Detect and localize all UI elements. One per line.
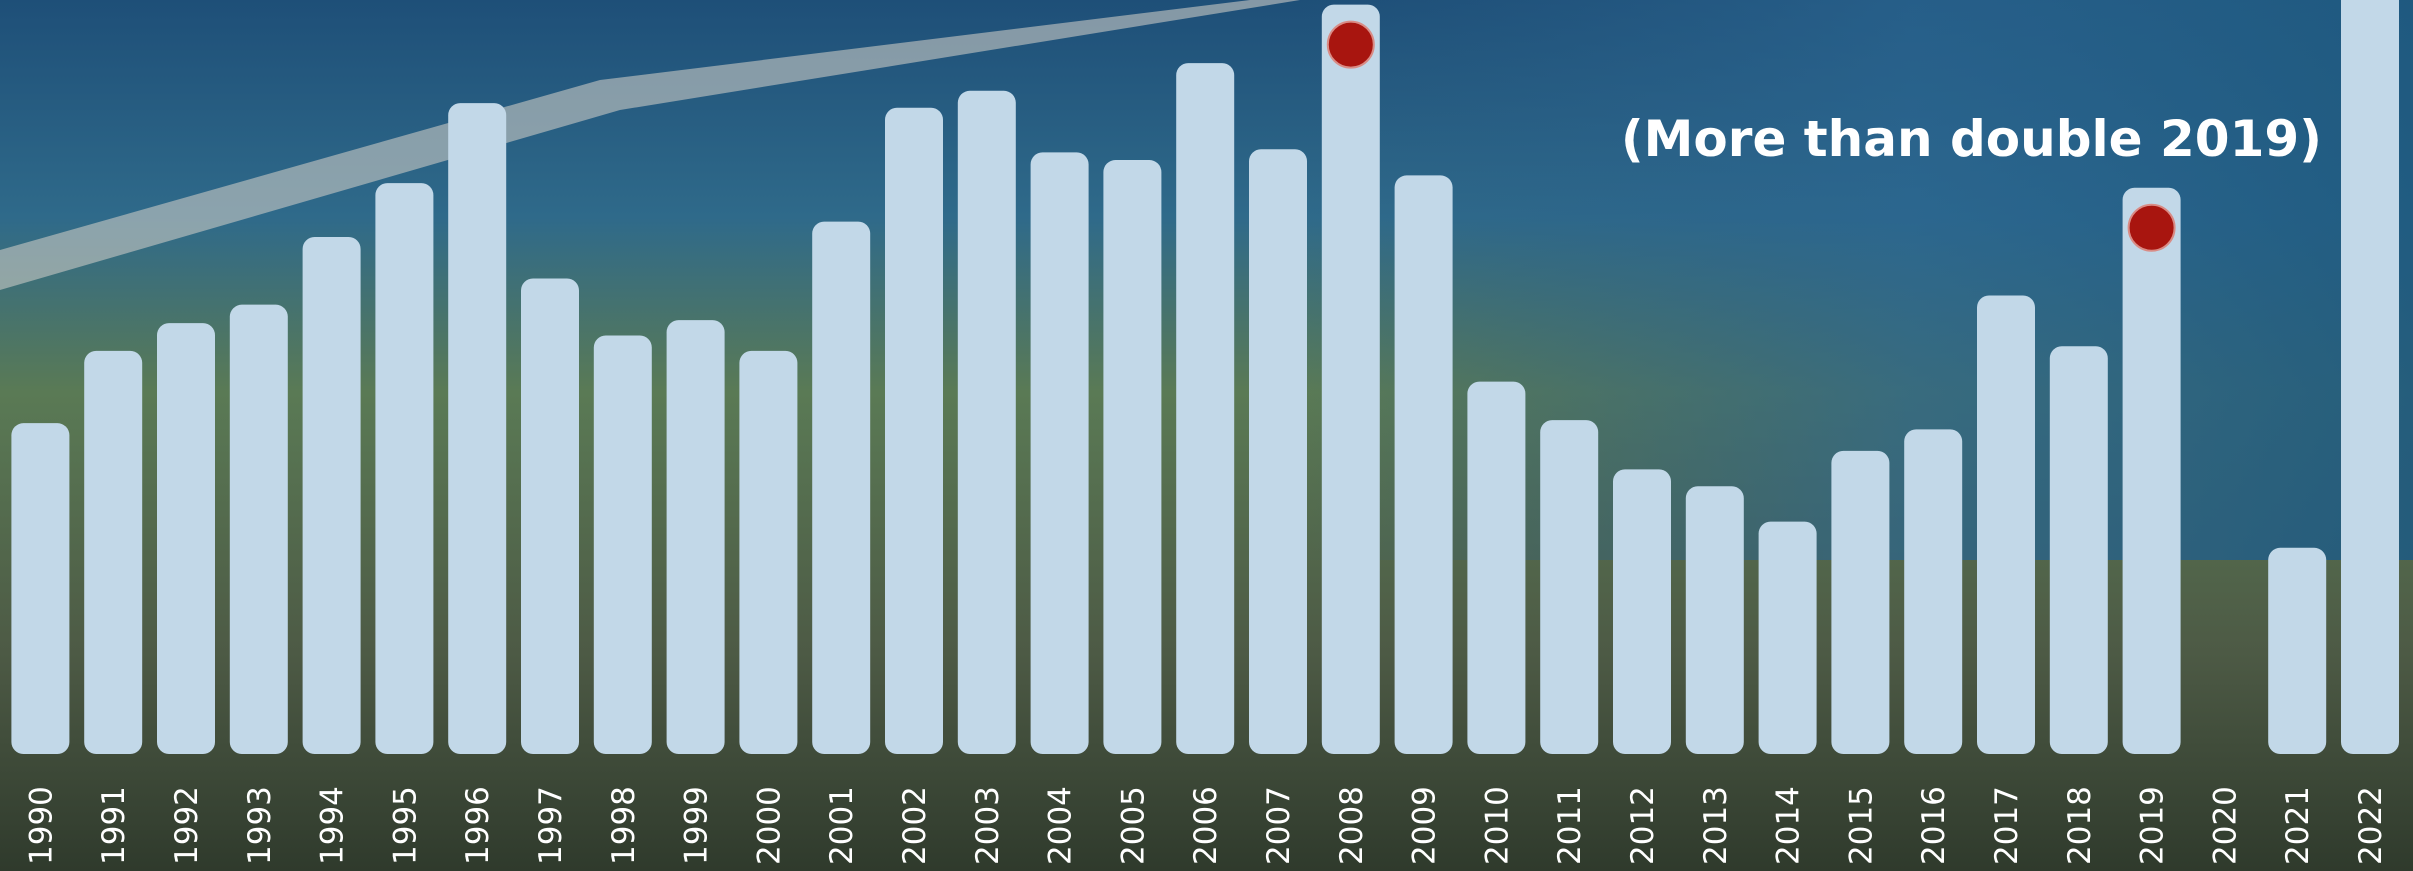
bar <box>1321 4 1380 754</box>
x-tick-label: 2021 <box>2280 786 2316 865</box>
bar <box>1467 381 1526 754</box>
bar <box>2122 187 2181 755</box>
x-tick-label: 1995 <box>387 786 423 865</box>
x-tick-label: 2009 <box>1407 786 1443 865</box>
bar <box>375 183 434 755</box>
bar <box>812 221 871 754</box>
x-tick-label: 1991 <box>96 786 132 865</box>
highlight-dot <box>1326 20 1375 69</box>
x-tick-label: 2020 <box>2207 786 2243 865</box>
bar <box>2341 0 2399 754</box>
bar <box>1613 469 1671 754</box>
bar <box>521 278 579 754</box>
bar <box>1758 521 1817 754</box>
bar <box>593 335 652 754</box>
annotation: (More than double 2019) <box>1621 110 2322 168</box>
bar <box>1394 175 1453 754</box>
x-tick-label: 1990 <box>23 786 59 865</box>
bar <box>229 304 288 754</box>
bar <box>1977 295 2035 754</box>
x-tick-label: 2007 <box>1261 786 1297 865</box>
bar <box>1685 486 1744 754</box>
x-tick-label: 2012 <box>1625 786 1661 865</box>
x-tick-label: 2018 <box>2062 786 2098 865</box>
bar <box>1249 149 1307 754</box>
x-tick-label: 1992 <box>169 786 205 865</box>
bar <box>302 236 361 754</box>
bar <box>739 350 798 754</box>
x-tick-label: 2004 <box>1043 786 1079 865</box>
bar <box>448 103 507 754</box>
x-tick-label: 2001 <box>824 786 860 865</box>
x-tick-label: 2022 <box>2353 786 2389 865</box>
bar <box>2049 346 2108 754</box>
x-tick-label: 2013 <box>1698 786 1734 865</box>
x-tick-label: 1998 <box>606 786 642 865</box>
bar <box>84 350 143 754</box>
bar <box>2268 547 2327 754</box>
bar <box>1176 63 1235 755</box>
highlight-dot <box>2127 203 2176 252</box>
x-tick-label: 2015 <box>1843 786 1879 865</box>
x-tick-label: 1993 <box>242 786 278 865</box>
x-tick-label: 2014 <box>1771 786 1807 865</box>
x-tick-label: 2010 <box>1479 786 1515 865</box>
bar <box>157 323 215 754</box>
bar <box>885 107 943 754</box>
bar <box>957 90 1016 754</box>
bar <box>1540 420 1599 754</box>
x-tick-label: 2016 <box>1916 786 1952 865</box>
x-tick-label: 2019 <box>2135 786 2171 865</box>
bar <box>1030 152 1089 755</box>
x-tick-label: 2008 <box>1334 786 1370 865</box>
bar <box>666 320 725 754</box>
bar <box>1904 429 1963 754</box>
x-tick-label: 2000 <box>751 786 787 865</box>
x-tick-label: 2006 <box>1188 786 1224 865</box>
x-tick-label: 1996 <box>460 786 496 865</box>
x-tick-label: 1994 <box>315 786 351 865</box>
x-tick-label: 1997 <box>533 786 569 865</box>
x-tick-label: 2005 <box>1115 786 1151 865</box>
bar <box>1103 160 1162 754</box>
bar <box>11 423 70 754</box>
x-tick-label: 2002 <box>897 786 933 865</box>
x-tick-label: 2011 <box>1552 786 1588 865</box>
x-tick-label: 2003 <box>970 786 1006 865</box>
x-tick-label: 2017 <box>1989 786 2025 865</box>
x-tick-label: 1999 <box>679 786 715 865</box>
plot-area: 1990 1991 1992 1993 1994 1995 1996 1997 1998 1999… <box>11 0 2399 865</box>
bar <box>1831 450 1890 754</box>
